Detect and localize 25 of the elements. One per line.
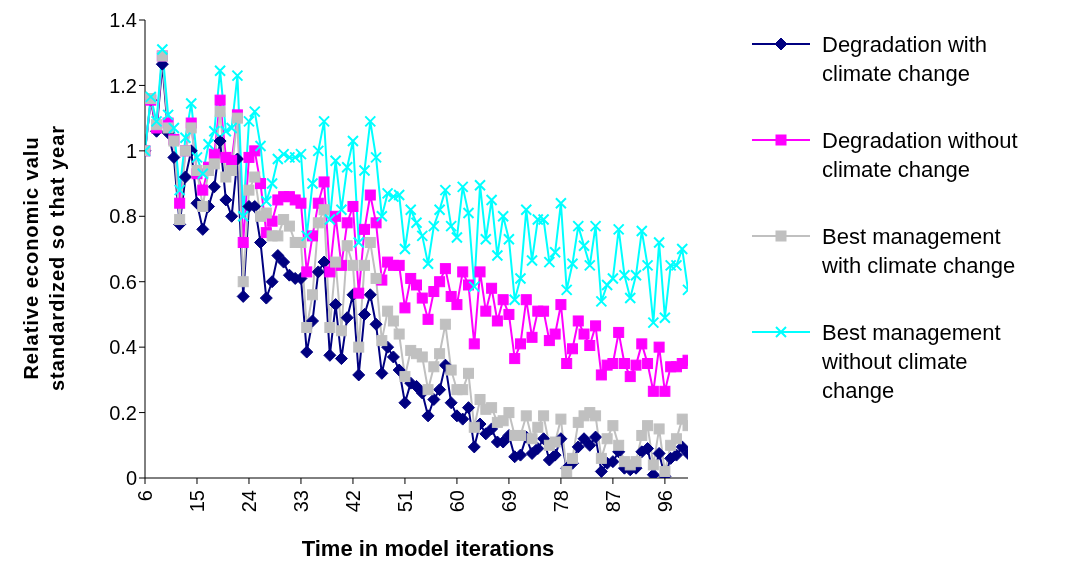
x-tick-label: 51 xyxy=(393,490,416,513)
x-tick-label: 33 xyxy=(289,490,312,513)
legend-label: Best management without climate change xyxy=(822,319,1002,405)
legend-label: Degradation with climate change xyxy=(822,31,989,88)
x-tick-label: 24 xyxy=(237,490,260,513)
y-tick-label: 1.2 xyxy=(109,74,137,97)
x-tick-label: 6 xyxy=(134,490,156,502)
y-tick-label: 1.4 xyxy=(109,9,137,32)
x-tick-label: 96 xyxy=(653,490,676,513)
x-axis-title: Time in model iterations xyxy=(300,536,556,562)
y-tick-label: 0.8 xyxy=(109,205,137,228)
legend-label: Degradation without climate change xyxy=(822,127,1019,184)
x-tick-label: 42 xyxy=(341,490,364,513)
x-tick-label: 69 xyxy=(497,490,520,513)
y-axis-title: Relative economic valu standardized so that year xyxy=(8,8,78,488)
x-tick-label: 87 xyxy=(601,490,624,513)
y-tick-label: 0 xyxy=(125,467,137,490)
y-tick-label: 0.2 xyxy=(109,401,137,424)
y-tick-label: 0.6 xyxy=(109,270,137,293)
y-tick-label: 0.4 xyxy=(109,336,137,359)
x-tick-label: 60 xyxy=(445,490,468,513)
y-tick-label: 1 xyxy=(125,139,137,162)
x-tick-label: 15 xyxy=(185,490,208,513)
legend-label: Best management with climate change xyxy=(822,223,1017,280)
x-tick-label: 78 xyxy=(549,490,572,513)
